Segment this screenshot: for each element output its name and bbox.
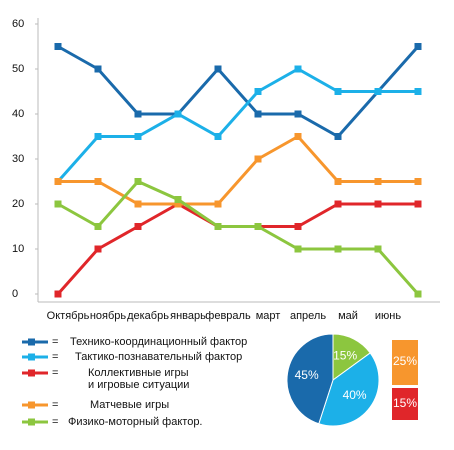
- x-tick-label: апрель: [290, 310, 326, 322]
- legend-marker: [28, 369, 35, 377]
- point: [254, 223, 262, 230]
- point: [414, 290, 422, 298]
- legend-separator: =: [52, 351, 58, 363]
- x-tick-label: февраль: [205, 310, 251, 322]
- point: [134, 133, 142, 140]
- point: [294, 223, 302, 230]
- x-tick-label: декабрь: [127, 310, 169, 322]
- point: [174, 110, 182, 118]
- point: [54, 290, 62, 298]
- point: [334, 133, 342, 140]
- legend-marker: [28, 401, 35, 409]
- x-tick-label: Октябрь: [47, 310, 90, 322]
- point: [174, 196, 182, 203]
- x-tick-label: март: [256, 310, 281, 322]
- point: [214, 223, 222, 230]
- point: [414, 88, 422, 95]
- point: [414, 200, 422, 208]
- point: [94, 223, 102, 230]
- pie-slice: [318, 352, 380, 427]
- x-tick-label: ноябрь: [90, 310, 127, 322]
- x-tick-label: январь: [170, 310, 206, 322]
- point: [294, 245, 302, 253]
- y-tick-label: 10: [12, 243, 24, 255]
- y-tick-label: 60: [12, 18, 24, 30]
- legend-separator: =: [52, 336, 58, 348]
- x-tick-label: июнь: [375, 310, 401, 322]
- series-line: [56, 67, 418, 183]
- legend-marker: [28, 353, 35, 361]
- point: [374, 200, 382, 208]
- series-line: [57, 45, 420, 139]
- side-box: [392, 388, 418, 420]
- point: [174, 200, 182, 208]
- y-tick-label: 0: [12, 288, 18, 300]
- legend-label: Матчевые игры: [90, 399, 169, 411]
- legend-label: Тактико-познавательный фактор: [75, 351, 242, 363]
- point: [54, 43, 62, 50]
- legend-marker: [28, 338, 35, 346]
- point: [134, 223, 142, 230]
- point: [214, 65, 222, 73]
- point: [374, 88, 382, 95]
- point: [214, 133, 222, 140]
- y-tick-label: 30: [12, 153, 24, 165]
- point: [94, 133, 102, 140]
- side-box: [392, 340, 418, 385]
- y-tick-label: 20: [12, 198, 24, 210]
- point: [334, 245, 342, 253]
- point: [294, 110, 302, 118]
- y-tick-label: 50: [12, 63, 24, 75]
- legend-separator: =: [52, 416, 58, 428]
- point: [254, 155, 262, 163]
- legend-label: Физико-моторный фактор.: [68, 416, 203, 428]
- point: [54, 200, 62, 208]
- point: [294, 65, 302, 73]
- y-tick-label: 40: [12, 108, 24, 120]
- point: [94, 245, 102, 253]
- point: [374, 245, 382, 253]
- legend-separator: =: [52, 367, 58, 379]
- point: [54, 178, 62, 185]
- pie-label: 40%: [343, 388, 367, 402]
- legend-label: Технико-координационный фактор: [70, 336, 247, 348]
- point: [414, 178, 422, 185]
- point: [214, 200, 222, 208]
- point: [134, 200, 142, 208]
- series-line: [58, 134, 418, 206]
- legend-label: Коллективные игры и игровые ситуации: [88, 367, 189, 391]
- point: [334, 200, 342, 208]
- pie-label: 45%: [295, 368, 319, 382]
- point: [94, 178, 102, 185]
- point: [374, 178, 382, 185]
- side-box-label: 25%: [393, 354, 417, 368]
- point: [134, 178, 142, 185]
- point: [254, 110, 262, 118]
- point: [254, 88, 262, 95]
- point: [334, 178, 342, 185]
- point: [414, 43, 422, 50]
- point: [294, 133, 302, 140]
- pie-label: 15%: [333, 348, 357, 362]
- legend-separator: =: [52, 399, 58, 411]
- point: [134, 110, 142, 118]
- side-box-label: 15%: [393, 396, 417, 410]
- point: [94, 65, 102, 73]
- x-tick-label: май: [338, 310, 358, 322]
- pie-slice: [286, 333, 334, 425]
- legend-marker: [28, 418, 35, 426]
- series-line: [57, 179, 420, 295]
- point: [334, 88, 342, 95]
